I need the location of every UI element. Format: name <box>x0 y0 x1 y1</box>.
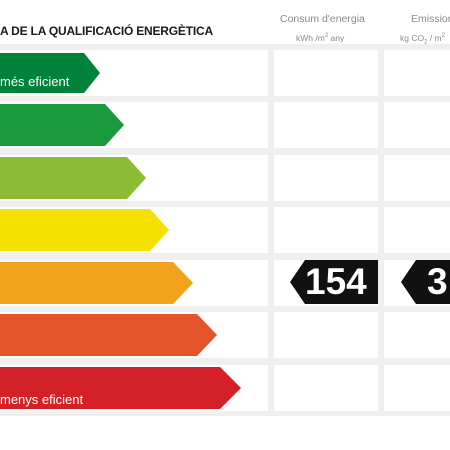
page-title: A DE LA QUALIFICACIÓ ENERGÈTICA <box>0 24 213 38</box>
emissions-rating-badge <box>401 260 450 304</box>
scale-top-label: més eficient <box>0 74 70 89</box>
consumption-value: 154 <box>305 261 367 302</box>
grid-cell <box>384 207 450 253</box>
grid-cell <box>274 102 378 148</box>
rating-arrow-1 <box>0 53 100 93</box>
rating-arrow-6 <box>0 314 217 356</box>
grid-cell <box>384 102 450 148</box>
consumption-rating-badge <box>290 260 378 304</box>
grid-cell <box>274 50 378 96</box>
consumption-column-heading: Consum d'energia <box>280 13 365 25</box>
rating-arrow-3 <box>0 157 146 199</box>
grid-cell <box>274 155 378 201</box>
emissions-value: 3 <box>427 261 448 302</box>
grid-cell <box>274 365 378 411</box>
rating-arrow-4 <box>0 209 169 251</box>
rating-arrow-5 <box>0 262 193 304</box>
grid-cell <box>384 365 450 411</box>
grid-cell <box>384 312 450 358</box>
grid-cell <box>274 312 378 358</box>
grid-cell <box>384 50 450 96</box>
grid-cell <box>384 155 450 201</box>
emissions-unit: kg CO2 / m2 <box>400 33 445 46</box>
scale-bottom-label: menys eficient <box>0 392 84 407</box>
emissions-column-heading: Emissions <box>411 13 450 25</box>
rating-arrow-7 <box>0 367 241 409</box>
grid-cell <box>274 207 378 253</box>
consumption-unit: kWh /m2 any <box>296 33 345 43</box>
rating-arrow-2 <box>0 104 124 146</box>
